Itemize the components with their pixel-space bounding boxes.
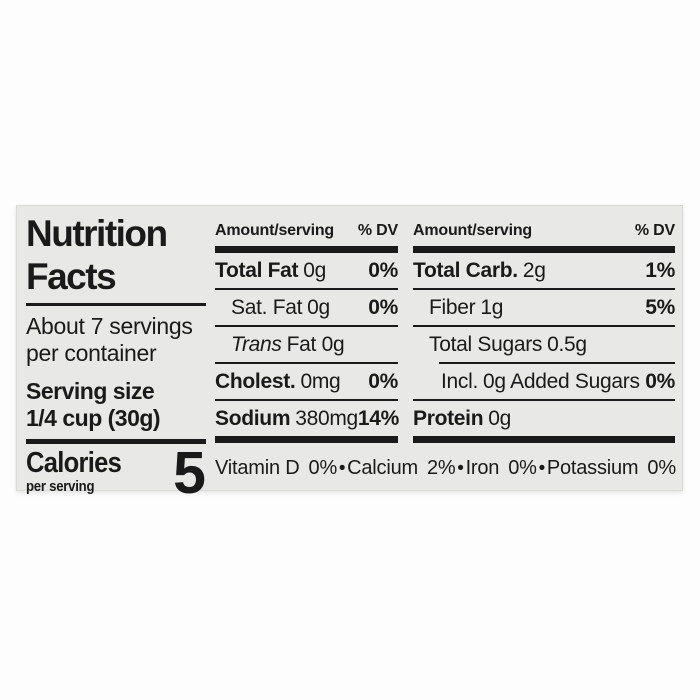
bullet-separator: • (538, 457, 546, 479)
serving-size-value: 1/4 cup (30g) (26, 405, 161, 431)
row-divider (215, 325, 398, 327)
row-divider (215, 288, 398, 290)
nutrition-facts-label: Nutrition Facts About 7 servings per con… (16, 205, 683, 503)
row-divider-inset (439, 362, 675, 364)
micronutrient-iron: Iron 0% (466, 457, 537, 480)
nutrient-row-fiber: Fiber 1g 5% (429, 295, 675, 319)
percent-dv-header: % DV (634, 222, 675, 239)
micronutrient-value: 2% (426, 457, 456, 479)
micronutrient-value: 0% (508, 457, 537, 479)
row-divider (413, 325, 675, 327)
micronutrient-value: 0% (647, 457, 676, 479)
row-divider (215, 399, 398, 401)
serving-size: Serving size 1/4 cup (30g) (26, 378, 212, 432)
label-title-line1: Nutrition (26, 213, 168, 254)
micronutrient-potassium: Potassium 0% (547, 457, 676, 480)
title-divider (26, 303, 206, 306)
calories-value: 5 (173, 440, 206, 506)
row-divider (215, 362, 398, 364)
calories-label: Calories (26, 447, 122, 479)
nutrient-row-added-sugars: Incl. 0g Added Sugars 0% (441, 369, 675, 393)
column-header: Amount/serving % DV (215, 222, 398, 246)
label-title: Nutrition Facts (26, 212, 212, 298)
servings-line2: per container (26, 340, 157, 366)
bullet-separator: • (457, 457, 464, 479)
nutrient-row-cholesterol: Cholest. 0mg 0% (215, 369, 398, 393)
nutrient-row-sat-fat: Sat. Fat 0g 0% (231, 295, 398, 319)
nutrient-row-total-fat: Total Fat 0g 0% (215, 258, 398, 282)
label-title-line2: Facts (26, 256, 117, 297)
micronutrient-name: Calcium (347, 457, 418, 479)
micronutrient-calcium: Calcium 2% (347, 457, 456, 480)
nutrient-row-trans-fat: Trans Fat 0g (231, 332, 345, 356)
micronutrient-name: Iron (465, 457, 500, 479)
micronutrients-row: Vitamin D 0% • Calcium 2% • Iron 0% • Po… (215, 457, 676, 480)
micronutrient-name: Potassium (546, 457, 639, 479)
calories-label-block: Calories per serving (26, 447, 122, 496)
bullet-separator: • (338, 457, 346, 479)
calories-row: Calories per serving 5 (26, 440, 206, 506)
serving-size-label: Serving size (26, 378, 155, 404)
fat-sodium-column: Amount/serving % DV Total Fat 0g 0% Sat.… (215, 222, 400, 443)
nutrient-row-protein: Protein 0g (413, 406, 512, 430)
carb-protein-column: Amount/serving % DV Total Carb. 2g 1% Fi… (413, 222, 675, 443)
servings-per-container: About 7 servings per container (26, 313, 212, 367)
amount-per-serving-header: Amount/serving (413, 222, 532, 239)
amount-per-serving-header: Amount/serving (215, 222, 334, 239)
nutrient-row-total-carb: Total Carb. 2g 1% (413, 258, 675, 282)
column-bottom-bar (215, 436, 398, 443)
micronutrient-vitamin-d: Vitamin D 0% (215, 457, 337, 480)
column-header: Amount/serving % DV (413, 222, 675, 246)
micronutrient-name: Vitamin D (215, 457, 300, 479)
serving-size-divider (26, 439, 206, 444)
header-bar (215, 246, 398, 253)
row-divider (413, 399, 675, 401)
percent-dv-header: % DV (357, 222, 398, 239)
column-bottom-bar (413, 436, 675, 443)
nutrient-row-total-sugars: Total Sugars 0.5g (429, 332, 587, 356)
header-bar (413, 246, 675, 253)
calories-per-serving-label: per serving (26, 478, 95, 495)
servings-line1: About 7 servings (26, 313, 193, 339)
label-left-column: Nutrition Facts About 7 servings per con… (26, 206, 212, 506)
row-divider (413, 288, 675, 290)
nutrient-row-sodium: Sodium 380mg 14% (215, 406, 400, 430)
micronutrient-value: 0% (308, 457, 338, 479)
